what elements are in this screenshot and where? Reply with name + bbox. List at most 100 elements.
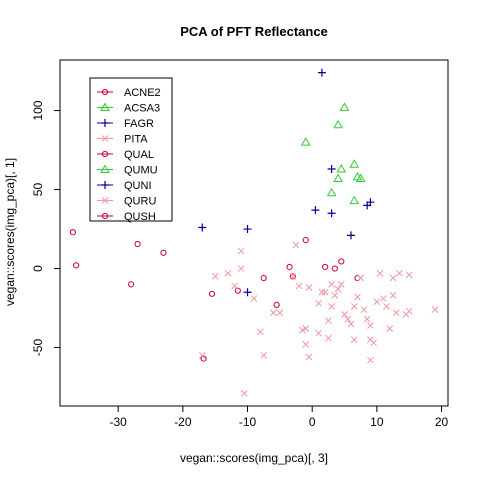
legend-marker	[100, 164, 110, 173]
data-point-circle	[286, 263, 293, 271]
data-point-cross	[257, 328, 264, 336]
data-point-plus	[327, 209, 336, 218]
data-point-circle	[128, 281, 135, 288]
data-point-circle	[322, 263, 329, 271]
data-point-cross	[328, 280, 335, 288]
legend-marker	[101, 181, 109, 189]
data-point-triangle	[300, 137, 311, 146]
legend-label: PITA	[124, 134, 148, 146]
data-point-plus	[311, 206, 320, 215]
data-point-cross	[367, 356, 374, 364]
legend-entry: ACNE2	[97, 87, 161, 99]
data-point-cross	[292, 241, 300, 249]
legend-marker	[101, 119, 109, 127]
data-points	[69, 68, 439, 397]
data-point-cross	[315, 299, 323, 307]
legend-entry: QUMU	[97, 164, 158, 177]
data-point-plus	[317, 68, 326, 77]
data-point-cross	[354, 293, 361, 301]
data-point-cross	[363, 315, 371, 323]
data-point-cross	[396, 269, 403, 277]
plot-frame	[59, 59, 449, 407]
data-point-cross	[325, 334, 332, 342]
y-tick-label: 0	[31, 265, 45, 272]
data-point-plus	[243, 225, 252, 234]
x-tick-label: -30	[110, 415, 128, 429]
data-point-cross	[379, 295, 387, 302]
data-point-plus	[347, 231, 355, 240]
x-tick-label: -20	[174, 415, 192, 429]
data-point-cross	[198, 352, 206, 359]
data-point-cross	[302, 325, 310, 332]
data-point-cross	[260, 352, 268, 359]
data-point-cross	[386, 325, 394, 332]
data-point-triangle	[333, 119, 343, 129]
chart-title: PCA of PFT Reflectance	[180, 24, 328, 39]
legend-label: FAGR	[124, 118, 154, 130]
legend-label: QUMU	[124, 165, 158, 177]
legend-entry: PITA	[97, 134, 148, 146]
legend-entry: QUNI	[97, 180, 152, 192]
data-point-circle	[289, 273, 296, 280]
data-point-plus	[366, 198, 375, 207]
data-point-cross	[302, 341, 310, 348]
data-point-triangle	[336, 164, 347, 173]
data-point-triangle	[339, 102, 350, 111]
y-tick-label: -50	[31, 339, 45, 357]
y-axis-label: vegan::scores(img_pca)[, 1]	[3, 158, 17, 306]
data-point-cross	[431, 306, 439, 313]
data-point-cross	[350, 336, 358, 343]
data-point-circle	[200, 355, 207, 362]
data-point-cross	[305, 353, 313, 361]
data-point-cross	[325, 317, 332, 325]
data-point-cross	[315, 329, 323, 337]
x-tick-label: 0	[309, 415, 316, 429]
data-point-cross	[318, 288, 326, 296]
data-point-cross	[240, 390, 248, 397]
legend: ACNE2 ACSA3 FAGR PITA QUAL QUMU QUNI QURU QUSH	[89, 77, 173, 223]
x-tick-label: 20	[435, 415, 449, 429]
legend-marker	[101, 150, 109, 158]
data-point-circle	[234, 287, 241, 294]
data-point-cross	[392, 309, 400, 317]
data-point-cross	[331, 292, 339, 299]
data-point-cross	[337, 280, 345, 288]
data-point-cross	[237, 265, 245, 272]
legend-marker	[101, 135, 109, 142]
legend-entry: QUAL	[97, 149, 154, 161]
data-point-triangle	[349, 195, 360, 205]
data-point-cross	[341, 311, 348, 318]
legend-label: QUAL	[124, 149, 154, 161]
legend-label: QUSH	[124, 211, 156, 223]
data-point-plus	[243, 288, 252, 297]
legend-marker	[100, 102, 110, 111]
x-axis-label: vegan::scores(img_pca)[, 3]	[180, 451, 328, 465]
data-point-circle	[273, 301, 280, 308]
data-point-cross	[389, 292, 397, 299]
data-point-cross	[237, 247, 245, 255]
data-point-circle	[208, 290, 216, 297]
data-point-plus	[198, 223, 207, 232]
data-point-cross	[347, 320, 355, 328]
data-point-cross	[405, 271, 413, 279]
data-point-cross	[334, 285, 342, 293]
legend-entry: QUSH	[97, 211, 156, 223]
data-point-cross	[383, 303, 390, 310]
data-point-cross	[295, 282, 303, 290]
y-tick-label: 50	[31, 183, 45, 197]
data-point-cross	[231, 282, 238, 290]
data-point-triangle	[355, 173, 366, 182]
legend-label: QUNI	[124, 180, 152, 192]
data-point-cross	[405, 307, 413, 315]
data-point-circle	[160, 249, 167, 256]
legend-label: ACNE2	[124, 87, 161, 99]
x-tick-label: -10	[239, 415, 257, 429]
data-point-circle	[73, 262, 80, 269]
data-point-cross	[357, 274, 365, 282]
y-tick-label: 100	[31, 100, 45, 120]
legend-box	[89, 77, 173, 222]
data-point-circle	[134, 240, 141, 248]
data-point-cross	[305, 284, 313, 291]
